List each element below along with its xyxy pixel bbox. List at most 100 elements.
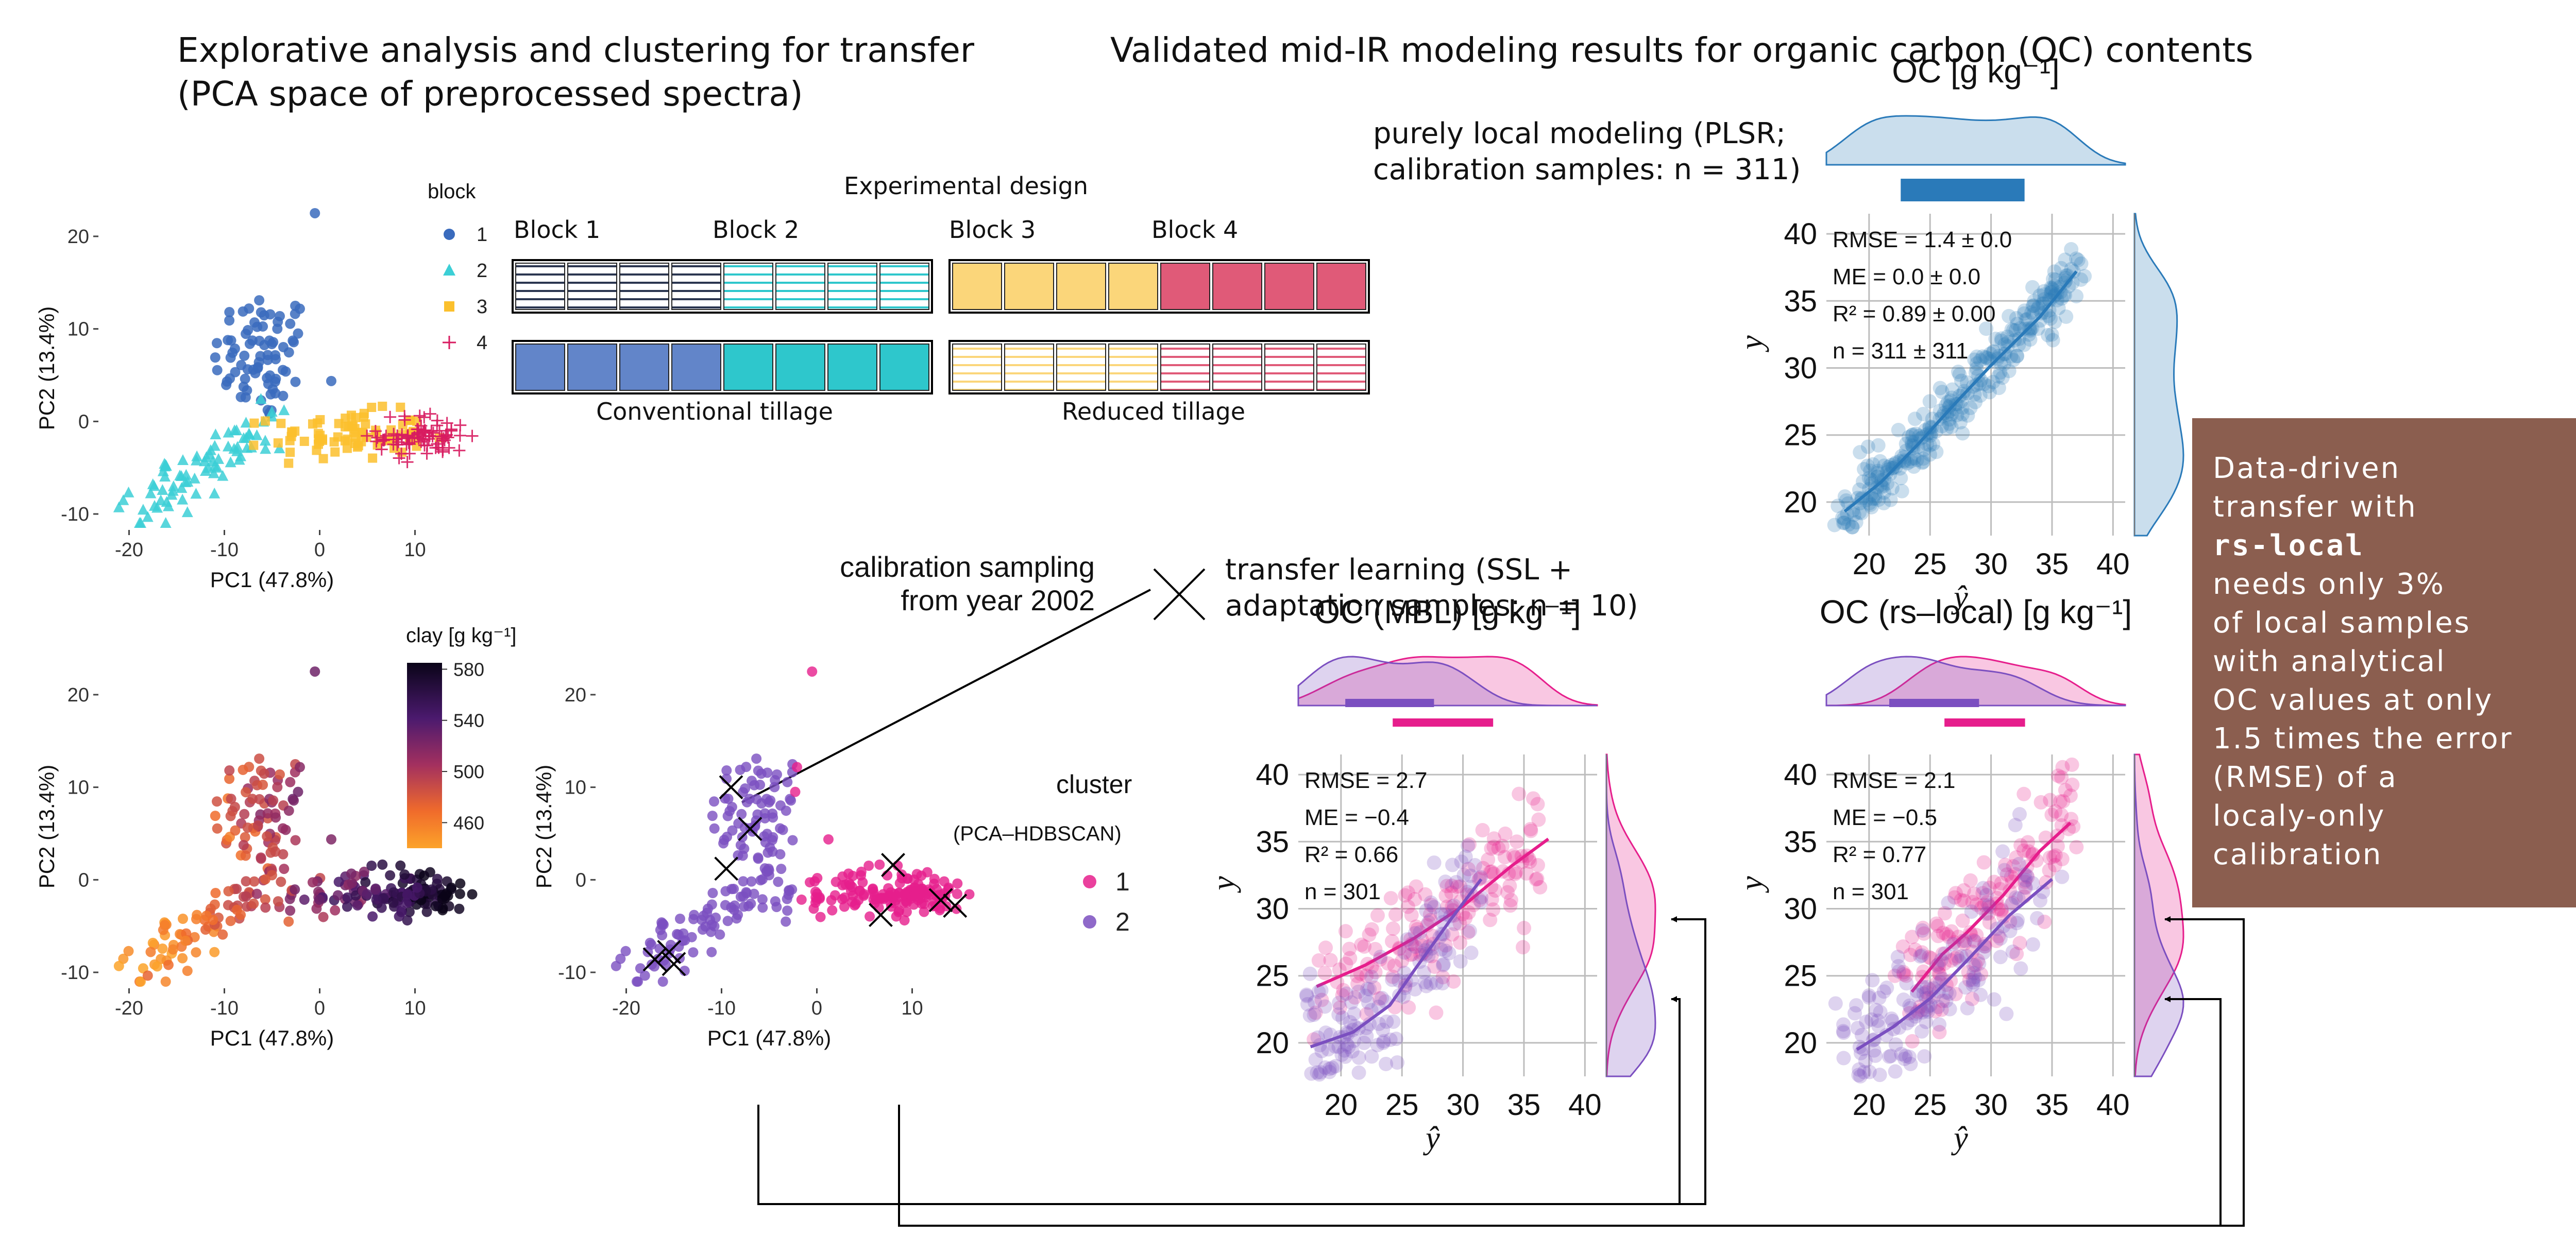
point-1 <box>1338 924 1353 939</box>
point-2 <box>1867 1043 1882 1058</box>
point-1 <box>1948 987 1963 1002</box>
point-cluster-2 <box>773 877 784 887</box>
point-2 <box>1357 1036 1371 1051</box>
point-2 <box>2011 856 2026 871</box>
point-1 <box>1495 838 1510 853</box>
point-local <box>2009 311 2024 325</box>
stat-text: ME = 0.0 ± 0.0 <box>1833 264 1980 289</box>
point-2 <box>1999 1006 2014 1021</box>
point-local <box>1841 517 1856 532</box>
point-2 <box>1360 982 1375 997</box>
point-clay <box>285 905 296 916</box>
point-1 <box>1400 899 1415 914</box>
point-1 <box>1381 956 1396 971</box>
point-local <box>1922 447 1937 462</box>
point-clay <box>159 920 170 931</box>
point-2 <box>1408 939 1423 954</box>
adaptation-sample-x-icon <box>714 856 739 881</box>
pca-block-panel: -20 -10 0 10 -10 0 10 20 PC1 (47.8%) PC2 (13.4%) <box>35 208 479 592</box>
point-clay <box>290 884 300 895</box>
point-2 <box>2008 890 2023 905</box>
point-block-1 <box>326 375 336 386</box>
point-2 <box>1932 1017 1947 1032</box>
point-2 <box>1473 870 1488 885</box>
point-2 <box>1902 998 1917 1013</box>
point-1 <box>1415 938 1430 953</box>
point-1 <box>1975 886 1990 901</box>
point-clay <box>211 796 222 807</box>
x-tick-label: 20 <box>1325 1088 1358 1122</box>
point-1 <box>1969 928 1984 942</box>
point-2 <box>2004 897 2019 912</box>
point-clay <box>394 911 404 922</box>
point-block-1 <box>210 352 221 363</box>
point-cluster-2 <box>787 835 798 846</box>
point-cluster-2 <box>765 795 776 806</box>
point-1 <box>1896 965 1911 980</box>
oc-local-panel: 20 25 30 35 40 20 25 30 35 40 ŷ y OC [g kg⁻¹] RMSE = … <box>1734 53 2184 615</box>
point-local <box>1929 444 1944 459</box>
adaptation-sample-x-icon <box>642 947 667 972</box>
point-block-4 <box>423 407 436 420</box>
point-local <box>2048 287 2063 302</box>
point-local <box>1903 454 1918 469</box>
point-local <box>2049 293 2064 307</box>
point-block-2 <box>200 451 212 462</box>
point-clay <box>352 900 363 911</box>
point-1 <box>2050 768 2065 783</box>
point-2 <box>1408 982 1422 997</box>
point-1 <box>2020 869 2035 884</box>
point-1 <box>1445 927 1460 942</box>
point-2 <box>1416 965 1431 980</box>
block-legend: block 1 2 3 4 <box>428 180 487 354</box>
point-local <box>1901 430 1916 444</box>
point-1 <box>1999 867 2014 882</box>
reduced-bottom-row-frame <box>948 340 1370 394</box>
y-tick-label: 25 <box>1784 959 1817 993</box>
point-2 <box>1977 939 1992 954</box>
point-cluster-1 <box>807 666 818 677</box>
point-1 <box>1403 948 1418 963</box>
point-local <box>2069 289 2084 304</box>
point-local <box>1978 350 1993 365</box>
point-local <box>1974 373 1989 388</box>
point-cluster-2 <box>697 924 708 935</box>
point-2 <box>1383 1032 1398 1047</box>
point-block-4 <box>387 438 400 451</box>
point-local <box>1871 438 1886 453</box>
conventional-bottom-row-cell <box>723 344 773 391</box>
point-2 <box>1300 997 1315 1011</box>
point-2 <box>1325 1060 1340 1075</box>
point-local <box>2037 287 2052 302</box>
callout-line-7: OC values at only <box>2213 683 2494 717</box>
point-clay <box>113 960 124 971</box>
point-1 <box>1969 897 1984 912</box>
point-1 <box>1974 967 1989 982</box>
point-block-3 <box>333 432 343 442</box>
point-block-2 <box>231 424 243 436</box>
point-block-1 <box>229 344 240 354</box>
point-local <box>1864 500 1879 514</box>
point-cluster-2 <box>708 796 719 807</box>
point-block-1 <box>224 315 235 326</box>
point-local <box>2006 323 2021 338</box>
point-2 <box>1299 987 1314 1002</box>
point-clay <box>260 894 270 905</box>
point-local <box>1905 439 1920 454</box>
point-clay <box>240 832 250 843</box>
point-local <box>1979 351 1994 366</box>
point-cluster-2 <box>735 840 746 851</box>
point-cluster-2 <box>611 960 621 971</box>
adaptation-sample-x-icon <box>662 952 686 976</box>
point-1 <box>2064 812 2079 827</box>
point-block-1 <box>226 335 236 346</box>
point-block-4 <box>370 435 383 448</box>
point-1 <box>1461 905 1476 920</box>
point-local <box>1879 465 1894 480</box>
point-1 <box>1994 876 2009 890</box>
point-local <box>1849 515 1863 530</box>
point-2 <box>1836 1051 1851 1066</box>
point-2 <box>1870 1014 1885 1028</box>
point-local <box>1967 387 1982 402</box>
point-clay <box>223 886 234 897</box>
